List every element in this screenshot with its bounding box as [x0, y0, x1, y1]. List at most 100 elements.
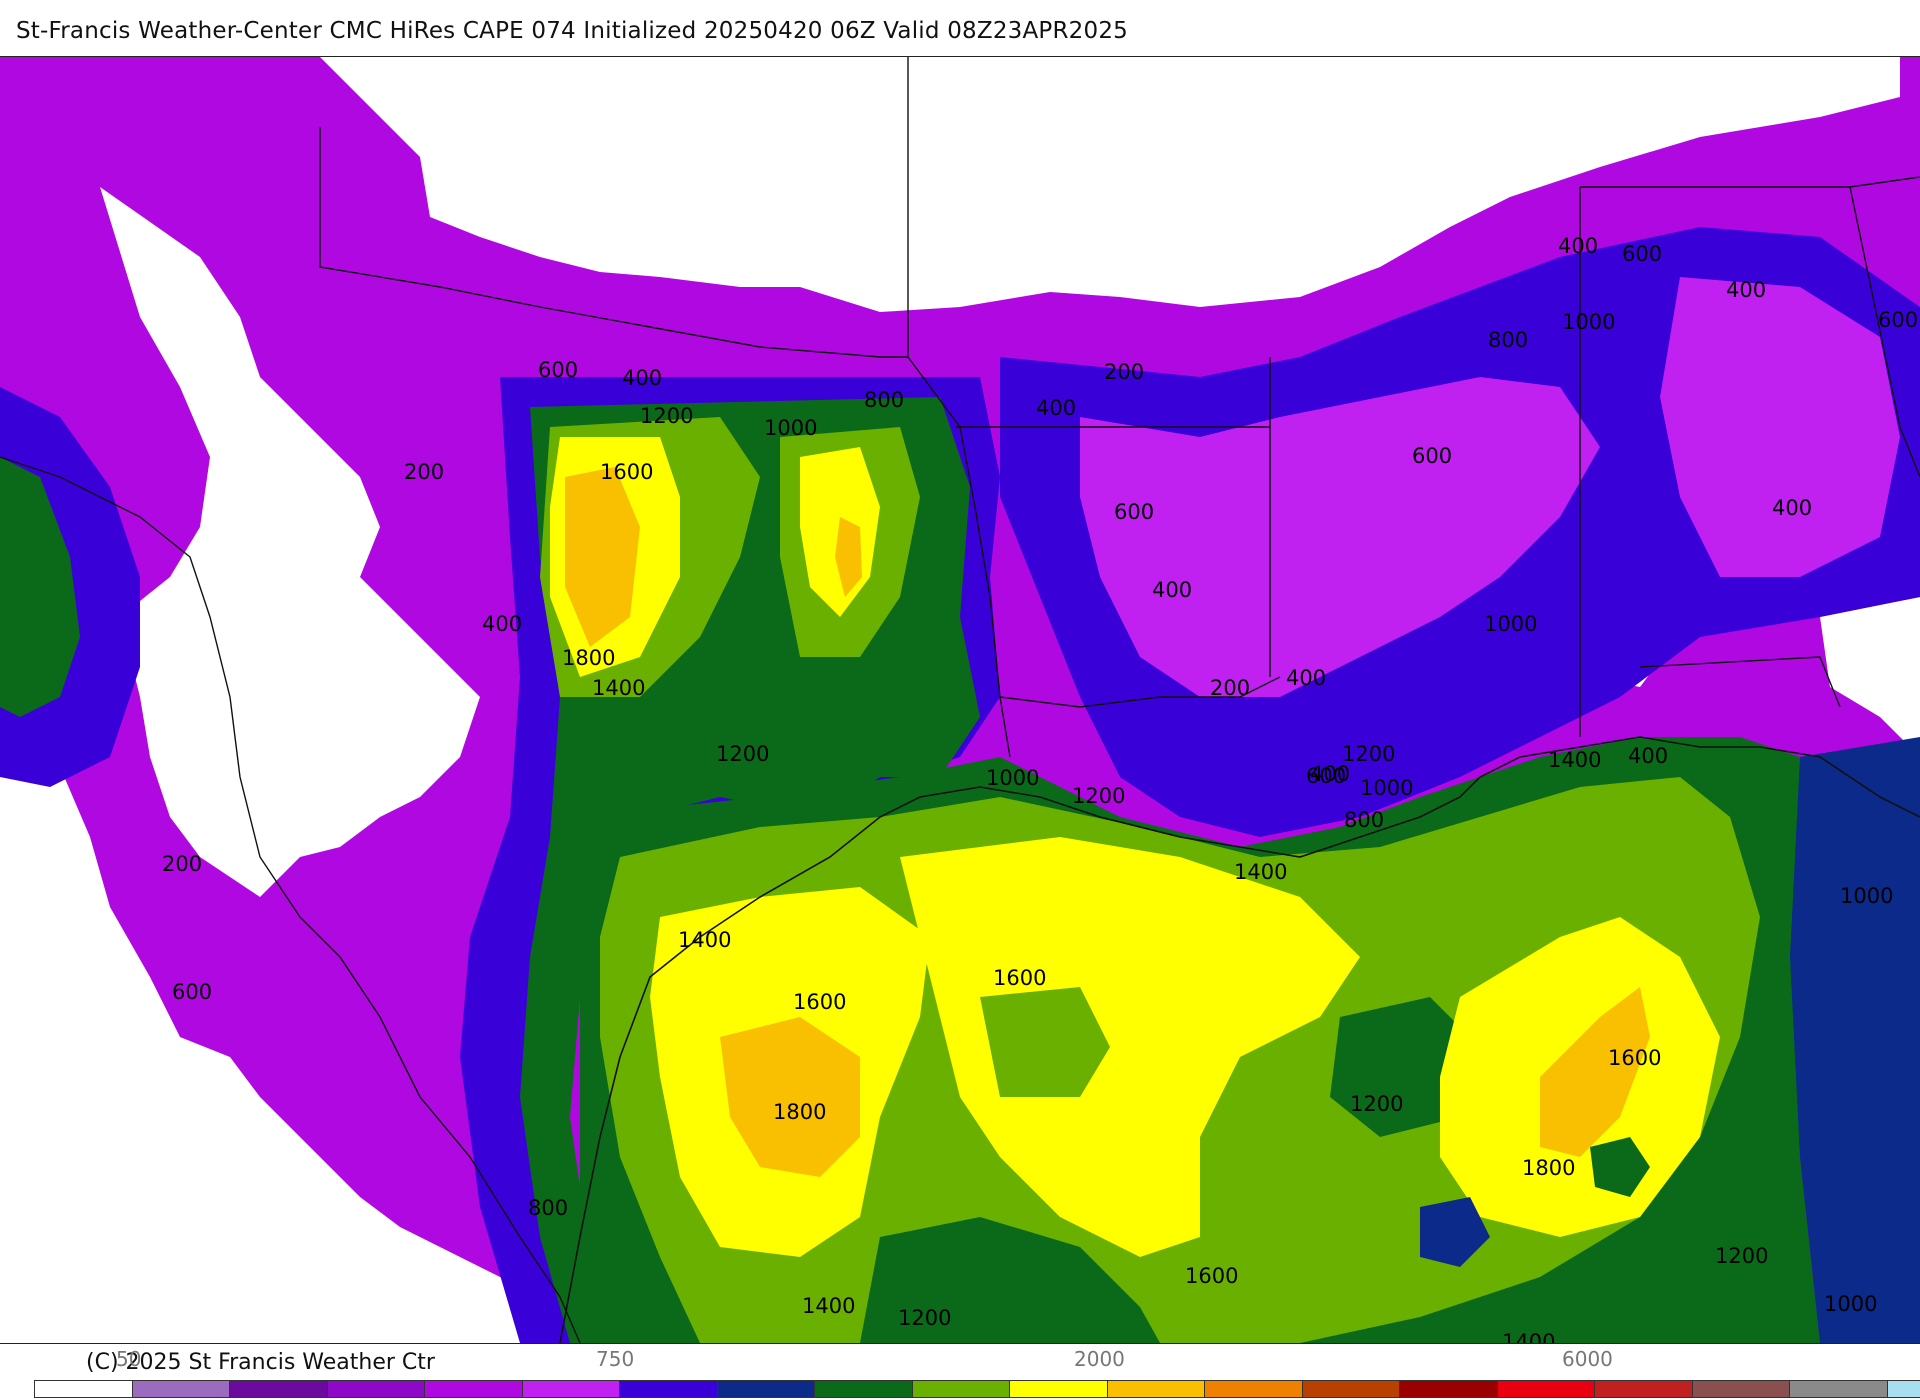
contour-label: 1400 — [1502, 1330, 1555, 1343]
contour-label: 1800 — [562, 646, 615, 670]
contour-label: 1000 — [986, 766, 1039, 790]
contour-label: 600 — [1878, 308, 1918, 332]
gold-central-texas — [565, 467, 640, 647]
contour-label: 400 — [1558, 234, 1598, 258]
legend-tick-label: 2000 — [1074, 1347, 1125, 1371]
contour-label: 1000 — [1824, 1292, 1877, 1316]
darkgreen-gulf-south — [860, 1217, 1160, 1343]
contour-label: 1200 — [898, 1306, 951, 1330]
contour-label: 400 — [1726, 278, 1766, 302]
state-boundaries — [0, 57, 1920, 1343]
legend-swatch — [815, 1381, 913, 1397]
legend-swatch — [230, 1381, 328, 1397]
legend-swatch — [1692, 1381, 1790, 1397]
contour-label: 1800 — [773, 1100, 826, 1124]
contour-label: 400 — [1310, 762, 1350, 786]
magenta-inner-southeast — [1080, 377, 1600, 697]
contour-label: 400 — [482, 612, 522, 636]
no-cape-mexico — [0, 757, 620, 1343]
contour-label: 1600 — [993, 966, 1046, 990]
contour-label: 200 — [404, 460, 444, 484]
contour-label: 200 — [1210, 676, 1250, 700]
contour-label: 1000 — [1360, 776, 1413, 800]
legend-swatch — [35, 1381, 133, 1397]
cape-map-graphic: 600 400 1200 1000 800 200 400 600 400 10… — [0, 57, 1920, 1343]
legend-swatch — [1205, 1381, 1303, 1397]
gold-east-texas — [835, 517, 862, 597]
no-cape-west-texas — [100, 187, 480, 897]
contour-label: 1600 — [1185, 1264, 1238, 1288]
legend-swatch — [132, 1381, 230, 1397]
contour-label: 400 — [1286, 666, 1326, 690]
colorbar — [34, 1380, 1920, 1398]
contour-label: 800 — [864, 388, 904, 412]
legend-swatch — [717, 1381, 815, 1397]
contour-label: 600 — [1622, 242, 1662, 266]
contour-label: 400 — [1628, 744, 1668, 768]
contour-label: 400 — [1036, 396, 1076, 420]
legend-swatch — [327, 1381, 425, 1397]
gold-gulf-west — [720, 1017, 860, 1177]
legend-swatch — [425, 1381, 523, 1397]
legend-tick-label: 50 — [116, 1347, 142, 1371]
contour-label: 800 — [1344, 808, 1384, 832]
no-cape-north — [320, 57, 1900, 312]
navy-gulf-east — [1790, 737, 1920, 1343]
contour-label: 1000 — [764, 416, 817, 440]
green-band-west — [0, 457, 80, 717]
gulf-coastline — [559, 736, 1920, 1343]
contour-label: 1200 — [640, 404, 693, 428]
legend-swatch — [1790, 1381, 1888, 1397]
navy-pocket-gulf — [1420, 1197, 1490, 1267]
contour-label: 1600 — [600, 460, 653, 484]
legend-swatch — [620, 1381, 718, 1397]
contour-label: 1400 — [1234, 860, 1287, 884]
legend-swatch — [1302, 1381, 1400, 1397]
contour-label: 800 — [528, 1196, 568, 1220]
contour-label: 600 — [172, 980, 212, 1004]
green-pocket-gulf-central — [980, 987, 1110, 1097]
contour-label: 1400 — [1548, 748, 1601, 772]
contour-label: 600 — [1412, 444, 1452, 468]
legend-tick-label: 6000 — [1562, 1347, 1613, 1371]
legend-swatch — [912, 1381, 1010, 1397]
legend-swatch — [1887, 1381, 1920, 1397]
contour-label: 1200 — [1072, 784, 1125, 808]
contour-label: 400 — [1152, 578, 1192, 602]
contour-label: 1800 — [1522, 1156, 1575, 1180]
map-title: St-Francis Weather-Center CMC HiRes CAPE… — [16, 18, 1129, 44]
contour-label: 1200 — [1715, 1244, 1768, 1268]
gold-gulf-east — [1540, 987, 1650, 1157]
legend-tick-label: 750 — [596, 1347, 635, 1371]
contour-label: 600 — [538, 358, 578, 382]
no-cape-southeast — [1820, 597, 1920, 757]
legend-swatch — [1010, 1381, 1108, 1397]
contour-label: 1400 — [802, 1294, 855, 1318]
contour-label: 1200 — [1342, 742, 1395, 766]
contour-label: 600 — [1306, 764, 1346, 788]
contour-label: 1000 — [1484, 612, 1537, 636]
contour-label: 800 — [1488, 328, 1528, 352]
contour-label: 200 — [1104, 360, 1144, 384]
darkgreen-pocket-east — [1590, 1137, 1650, 1197]
legend-swatch — [1595, 1381, 1693, 1397]
contour-label: 1400 — [592, 676, 645, 700]
contour-label: 400 — [1772, 496, 1812, 520]
contour-label: 1600 — [1608, 1046, 1661, 1070]
contour-label: 600 — [1114, 500, 1154, 524]
contour-label-layer: 600 400 1200 1000 800 200 400 600 400 10… — [162, 234, 1918, 1343]
legend-swatch — [1107, 1381, 1205, 1397]
contour-label: 1000 — [1562, 310, 1615, 334]
copyright-text: (C) 2025 St Francis Weather Ctr — [86, 1350, 435, 1375]
contour-label: 1400 — [678, 928, 731, 952]
cape-map: 600 400 1200 1000 800 200 400 600 400 10… — [0, 56, 1920, 1344]
legend-swatch — [1400, 1381, 1498, 1397]
yellow-gulf-central — [900, 837, 1360, 1257]
contour-label: 400 — [622, 366, 662, 390]
contour-label: 1200 — [716, 742, 769, 766]
contour-label: 1600 — [793, 990, 846, 1014]
contour-label: 1000 — [1840, 884, 1893, 908]
contour-label: 200 — [162, 852, 202, 876]
contour-label: 1200 — [1350, 1092, 1403, 1116]
magenta-inner-east — [1660, 277, 1900, 577]
